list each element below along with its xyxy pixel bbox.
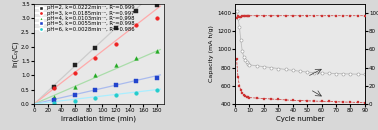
Point — [93, 74, 99, 76]
Point — [133, 80, 139, 82]
Point — [154, 17, 160, 19]
Legend: pH=2, k=0.0222min⁻¹, R²=0.999, pH=3, k=0.0185min⁻¹, R²=0.997, pH=4, k=0.0103min⁻: pH=2, k=0.0222min⁻¹, R²=0.999, pH=3, k=0… — [35, 5, 135, 32]
Y-axis label: Capacity (mA h/g): Capacity (mA h/g) — [209, 25, 214, 82]
Point — [154, 50, 160, 52]
Point — [51, 96, 57, 98]
Point — [154, 4, 160, 6]
Point — [133, 10, 139, 12]
Point — [51, 99, 57, 101]
Point — [113, 64, 119, 66]
Point — [72, 64, 78, 66]
Point — [93, 47, 99, 49]
Point — [113, 94, 119, 96]
X-axis label: Cycle number: Cycle number — [276, 116, 324, 122]
Point — [51, 102, 57, 104]
Point — [93, 57, 99, 59]
Point — [72, 100, 78, 102]
Point — [51, 86, 57, 88]
Point — [113, 84, 119, 86]
Point — [133, 24, 139, 26]
Point — [72, 72, 78, 74]
Point — [133, 92, 139, 94]
Y-axis label: ln(C₀/C): ln(C₀/C) — [12, 41, 18, 67]
Point — [113, 43, 119, 45]
Point — [154, 77, 160, 79]
Point — [154, 89, 160, 91]
Point — [72, 94, 78, 96]
Point — [51, 87, 57, 89]
Point — [72, 86, 78, 88]
Point — [93, 97, 99, 99]
Point — [93, 89, 99, 91]
Point — [113, 27, 119, 29]
Point — [133, 57, 139, 59]
X-axis label: Irradiation time (min): Irradiation time (min) — [61, 116, 136, 122]
